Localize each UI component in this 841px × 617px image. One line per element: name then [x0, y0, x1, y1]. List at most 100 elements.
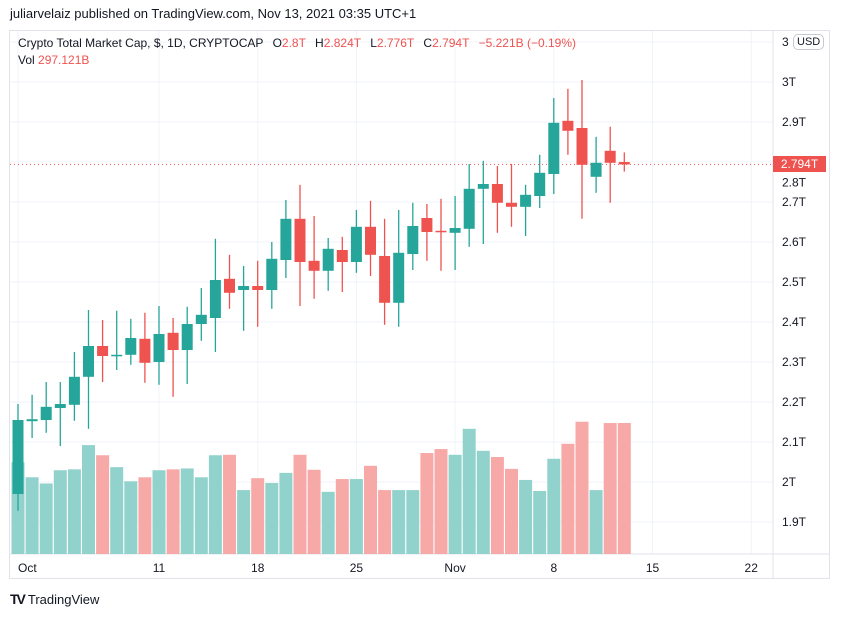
time-tick-label: 11: [153, 561, 166, 575]
publisher-caption: juliarvelaiz published on TradingView.co…: [10, 6, 417, 21]
volume-bar: [138, 477, 152, 554]
time-tick-label: 18: [251, 561, 265, 575]
brand-name[interactable]: TradingView: [27, 591, 100, 607]
volume-bar: [265, 483, 279, 554]
volume-bar: [533, 490, 547, 554]
open-value: 2.8T: [281, 36, 306, 50]
price-tick-label: 2.8T: [782, 175, 807, 189]
volume-bar: [519, 479, 533, 554]
candle-body: [449, 228, 461, 233]
volume-bar: [124, 481, 138, 554]
candle-body: [252, 286, 264, 290]
candle-body: [125, 338, 137, 355]
close-label: C: [423, 36, 433, 50]
time-tick-label: Oct: [18, 561, 37, 575]
price-tick-label: 2.5T: [782, 275, 807, 289]
candle-body: [97, 346, 109, 356]
candle-body: [604, 150, 616, 163]
candle-body: [548, 122, 560, 174]
candle-body: [153, 334, 165, 362]
volume-bar: [166, 469, 180, 554]
candle-body: [83, 346, 94, 377]
volume-bar: [589, 490, 603, 554]
volume-bar: [420, 453, 434, 554]
volume-bar: [378, 490, 392, 554]
price-tick-label: 2.6T: [782, 235, 807, 249]
candle-body: [54, 404, 66, 408]
volume-bar: [96, 455, 110, 554]
candle-body: [238, 286, 250, 290]
price-tick-label: 2.7T: [782, 195, 807, 209]
volume-bar: [349, 479, 363, 554]
candle-body: [308, 260, 320, 271]
candle-body: [350, 226, 362, 262]
volume-value: 297.121B: [38, 53, 90, 67]
candle-body: [195, 314, 207, 324]
candle-body: [181, 324, 193, 350]
candle-body: [209, 280, 221, 318]
candle-body: [576, 128, 588, 165]
open-label: O: [272, 36, 282, 50]
candle-body: [562, 120, 574, 131]
price-tick-label: 1.9T: [782, 515, 807, 529]
candle-body: [266, 258, 278, 290]
volume-bar: [180, 468, 194, 554]
candle-body: [167, 332, 179, 350]
volume-bar: [194, 477, 208, 554]
volume-bar: [505, 468, 518, 554]
candle-body: [534, 172, 546, 196]
volume-bar: [110, 467, 124, 554]
candle-body: [139, 338, 151, 363]
volume-bar: [237, 490, 251, 554]
price-tick-label: 2.2T: [782, 395, 807, 409]
time-tick-label: Nov: [444, 561, 465, 575]
tradingview-logo-icon: TV: [10, 591, 26, 607]
currency-button[interactable]: USD: [793, 34, 825, 50]
price-tick-label: 2.3T: [782, 355, 807, 369]
candle-body: [590, 162, 602, 177]
volume-bar: [462, 428, 476, 554]
price-tick-label: 2T: [782, 475, 797, 489]
change-value: −5.221B (−0.19%): [478, 36, 576, 50]
volume-bar: [39, 483, 53, 554]
volume-bar: [279, 472, 293, 554]
candle-body: [68, 376, 80, 405]
candle-body: [393, 252, 405, 303]
last-price-label: 2.794T: [773, 156, 826, 172]
volume-bar: [208, 455, 222, 554]
low-label: L: [370, 36, 377, 50]
candle-body: [12, 420, 24, 494]
candle-body: [40, 406, 52, 420]
footer: TV TradingView: [10, 591, 99, 607]
candle-body: [421, 218, 433, 232]
price-tick-label: 2.1T: [782, 435, 807, 449]
volume-bar: [251, 478, 265, 554]
price-tick-label: 3: [782, 35, 789, 49]
candle-body: [322, 248, 334, 271]
volume-bar: [575, 421, 589, 554]
candle-body: [407, 226, 419, 254]
candle-body: [336, 250, 348, 262]
volume-bar: [406, 490, 420, 554]
volume-bar: [490, 457, 504, 554]
volume-bar: [603, 423, 617, 554]
symbol-title[interactable]: Crypto Total Market Cap, $, 1D, CRYPTOCA…: [18, 36, 264, 50]
time-tick-label: 22: [745, 561, 759, 575]
candle-body: [491, 184, 503, 203]
candle-body: [26, 419, 38, 422]
candle-body: [224, 278, 235, 293]
volume-bar: [448, 454, 462, 554]
candle-body: [618, 162, 630, 165]
time-tick-label: 15: [646, 561, 660, 575]
volume-bar: [293, 454, 307, 554]
volume-label: Vol: [18, 53, 35, 67]
time-tick-label: 8: [550, 561, 557, 575]
volume-bar: [152, 470, 166, 554]
volume-bar: [547, 458, 561, 554]
volume-bar: [392, 490, 406, 554]
volume-bar: [53, 470, 67, 554]
volume-bar: [335, 479, 349, 554]
candle-body: [294, 218, 306, 262]
candle-body: [379, 256, 391, 303]
